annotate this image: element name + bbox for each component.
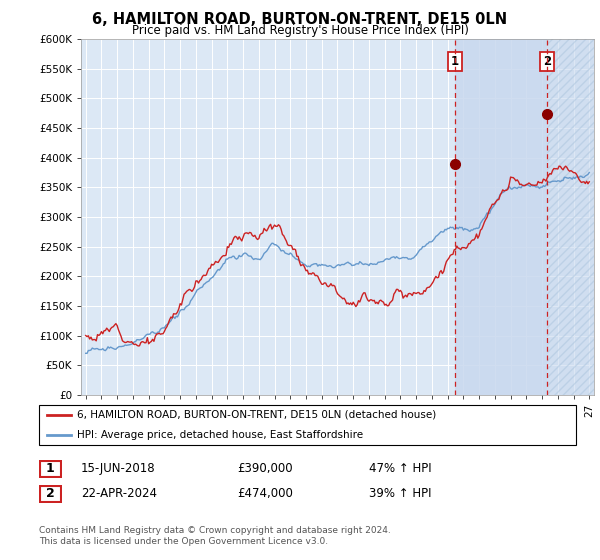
Text: £390,000: £390,000 — [237, 462, 293, 475]
Text: HPI: Average price, detached house, East Staffordshire: HPI: Average price, detached house, East… — [77, 430, 363, 440]
Text: 1: 1 — [46, 462, 55, 475]
Bar — [547, 39, 594, 395]
Text: 47% ↑ HPI: 47% ↑ HPI — [369, 462, 431, 475]
Bar — [455, 39, 547, 395]
Text: 1: 1 — [451, 55, 459, 68]
Text: £474,000: £474,000 — [237, 487, 293, 501]
Text: 6, HAMILTON ROAD, BURTON-ON-TRENT, DE15 0LN (detached house): 6, HAMILTON ROAD, BURTON-ON-TRENT, DE15 … — [77, 410, 436, 420]
Text: 22-APR-2024: 22-APR-2024 — [81, 487, 157, 501]
Text: 15-JUN-2018: 15-JUN-2018 — [81, 462, 155, 475]
Text: Price paid vs. HM Land Registry's House Price Index (HPI): Price paid vs. HM Land Registry's House … — [131, 24, 469, 37]
Text: 2: 2 — [543, 55, 551, 68]
Text: 6, HAMILTON ROAD, BURTON-ON-TRENT, DE15 0LN: 6, HAMILTON ROAD, BURTON-ON-TRENT, DE15 … — [92, 12, 508, 27]
Text: 2: 2 — [46, 487, 55, 501]
Text: 39% ↑ HPI: 39% ↑ HPI — [369, 487, 431, 501]
FancyBboxPatch shape — [39, 405, 576, 445]
FancyBboxPatch shape — [40, 486, 61, 502]
FancyBboxPatch shape — [40, 461, 61, 477]
Text: Contains HM Land Registry data © Crown copyright and database right 2024.
This d: Contains HM Land Registry data © Crown c… — [39, 526, 391, 546]
